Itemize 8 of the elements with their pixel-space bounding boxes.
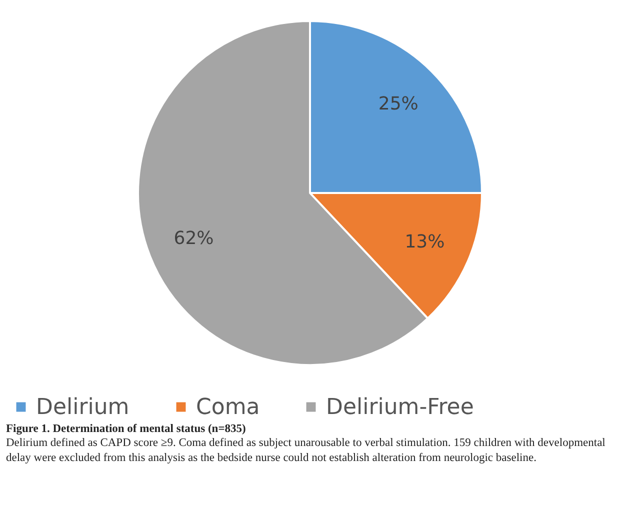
text: Delirium defined as CAPD score ≥9. Coma defined as subject unarousable to verbal stimulation. 159 children with developmental delay were excluded from this analysis as the bedside nurse could not establish alteration from neurologic baseline. — [6, 436, 606, 466]
legend-label: Delirium-Free — [326, 395, 474, 420]
text: Figure 1. Determination of mental status (n=835) — [6, 422, 247, 436]
legend-label: Delirium — [36, 395, 130, 420]
data-label: 62% — [174, 228, 214, 250]
data-label: 25% — [378, 94, 418, 115]
legend-label: Coma — [196, 395, 260, 420]
data-label: 13% — [404, 232, 445, 253]
